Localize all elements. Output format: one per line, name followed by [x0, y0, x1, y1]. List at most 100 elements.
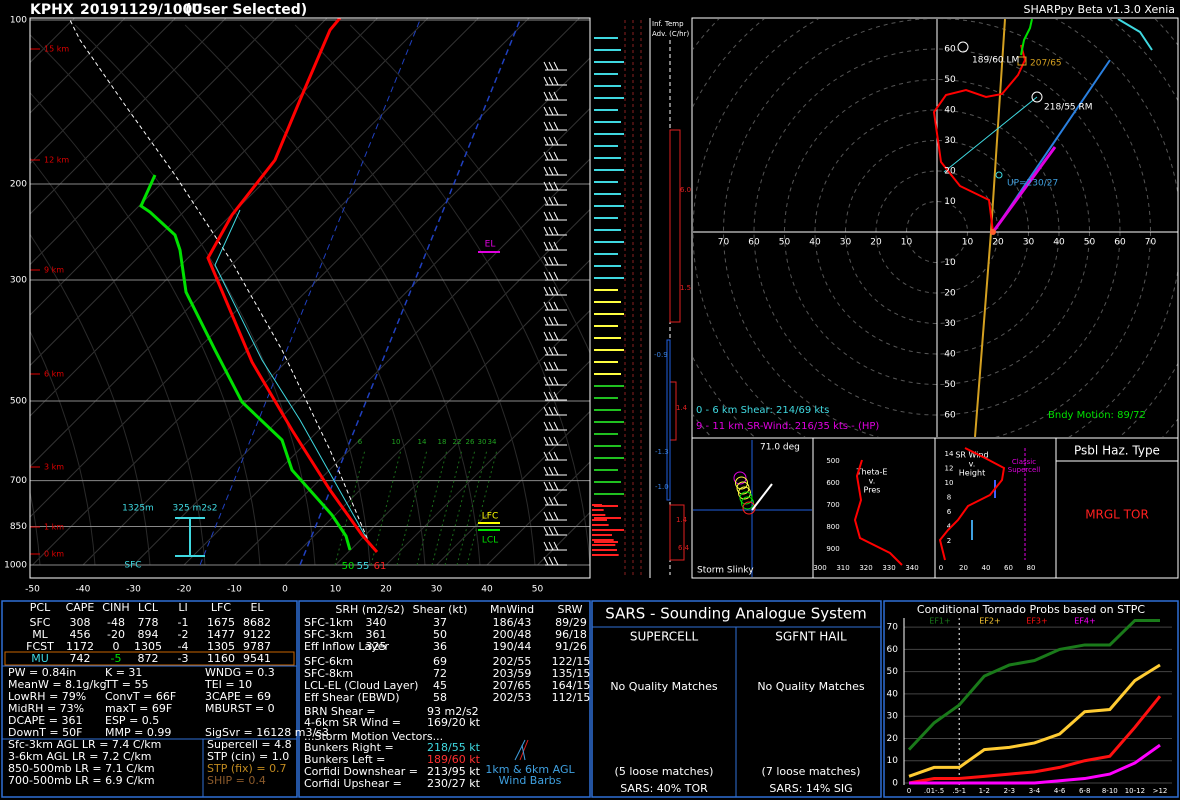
thermo-cell: 8682 [243, 616, 271, 629]
storm-motion-title: ...Storm Motion Vectors... [304, 730, 443, 743]
hodo-origin [990, 229, 996, 235]
wind-barb [543, 76, 549, 86]
wind-barb [548, 361, 554, 371]
isotherm [284, 259, 590, 566]
mixing-ratio-label: 10 [392, 438, 401, 446]
kinematic-label: Eff Inflow Layer [304, 640, 390, 653]
x-tick-label: 3-4 [1029, 787, 1041, 795]
height-label: 15 km [44, 45, 69, 54]
dry-adiabat [30, 233, 151, 566]
dewpoint [139, 174, 352, 551]
thermo-header: EL [250, 601, 264, 614]
pressure-tick-label: 1000 [4, 561, 27, 571]
lfc-label: LFC [482, 512, 498, 522]
skewt-plot [30, 18, 590, 566]
cloud-layer-line [974, 19, 1006, 437]
storm-motion-value: 213/95 kt [427, 765, 481, 778]
adv-value: -1.3 [655, 448, 669, 456]
sars-loose: (7 loose matches) [762, 765, 861, 778]
wind-barb [548, 151, 554, 161]
wind-barb [548, 121, 554, 131]
wind-barb [553, 526, 559, 536]
wind-barb [548, 541, 554, 551]
thermo-cell: 1675 [207, 616, 235, 629]
y-tick-label: 70 [887, 623, 899, 633]
temp-tick-label: 20 [380, 585, 392, 595]
wind-barb [553, 511, 559, 521]
barb-icon [519, 739, 529, 761]
wind-barb [543, 241, 549, 251]
isotherm [30, 18, 530, 518]
sars-column-title: SGFNT HAIL [775, 630, 847, 644]
thermo-header: PCL [30, 601, 51, 614]
hodo-ring-label: 40 [944, 106, 956, 116]
wind-barb [553, 361, 559, 371]
slinky-ring [742, 501, 756, 515]
thetae-label: 330 [882, 564, 895, 572]
thetae-title: Theta-E [856, 468, 888, 477]
wind-barb [543, 451, 549, 461]
thetae-label: 310 [836, 564, 849, 572]
y-tick-label: 50 [887, 667, 899, 677]
wind-barb [543, 196, 549, 206]
thermo-header: LI [178, 601, 187, 614]
wind-barb [553, 541, 559, 551]
boundary-motion: Bndy Motion: 89/72 [1048, 410, 1146, 421]
srwind-height: 12 [945, 465, 954, 473]
wind-barb [543, 436, 549, 446]
shear-vector [943, 96, 1038, 173]
wind-barb [553, 301, 559, 311]
stp-title: Conditional Tornado Probs based on STPC [917, 603, 1146, 616]
kinematic-cell: 186/43 [493, 616, 532, 629]
hodo-ring-label: 60 [944, 411, 956, 421]
mixing-ratio-label: 18 [438, 438, 447, 446]
sr-wind-911: 9 - 11 km SR-Wind: 216/35 kts - (HP) [696, 421, 879, 432]
sfc-label: SFC [124, 561, 141, 571]
hodo-ring-label: 50 [1084, 238, 1096, 248]
temp-tick-label: 30 [431, 585, 443, 595]
thermo-cell: -1 [178, 616, 189, 629]
hodo-trace-mid [991, 146, 1057, 233]
wind-barb [553, 271, 559, 281]
adv-bar [666, 339, 671, 501]
wind-barb [543, 346, 549, 356]
thermo-cell: -20 [107, 628, 125, 641]
srwind-height: 6 [947, 508, 952, 516]
wind-barb [543, 286, 549, 296]
storm-motion-label: Bunkers Left = [304, 753, 385, 766]
hodograph-border [691, 17, 1179, 439]
wind-barb [553, 106, 559, 116]
thetae-label: 320 [859, 564, 872, 572]
kinematic-cell: 122/15 [552, 655, 591, 668]
srw-value: 169/20 kt [427, 716, 481, 729]
inflow-depth: 1325m [122, 504, 154, 514]
x-tick-label: 6-8 [1079, 787, 1090, 795]
wind-barb [548, 301, 554, 311]
mode: (User Selected) [185, 2, 307, 18]
wetbulb-line [199, 19, 421, 566]
sfc-temp: 61 [374, 561, 387, 572]
adv-bar [669, 504, 685, 561]
kinematic-label: LCL-EL (Cloud Layer) [304, 679, 418, 692]
thermo-cell: 872 [138, 652, 159, 665]
pressure-tick-label: 300 [10, 276, 27, 286]
isotherm [234, 208, 590, 566]
wind-barb [553, 451, 559, 461]
thermo-cell: 742 [70, 652, 91, 665]
hodo-ring-label: 50 [944, 75, 956, 85]
composite-index: STP (cin) = 1.0 [207, 750, 289, 763]
wind-barb [543, 556, 549, 566]
thermo-index: MeanW = 8.1g/kg [8, 678, 107, 691]
wetbulb-line [299, 19, 521, 566]
height-label: 0 km [44, 550, 64, 559]
wind-barb [553, 346, 559, 356]
isotherm [30, 18, 126, 114]
thermo-index: MidRH = 73% [8, 702, 84, 715]
height-label: 9 km [44, 266, 64, 275]
thetae-pressure: 700 [826, 501, 839, 509]
sars-result: SARS: 40% TOR [620, 782, 708, 795]
legend-entry: EF4+ [1074, 617, 1095, 626]
brn-value: 93 m2/s2 [427, 705, 479, 718]
left-mover [957, 41, 969, 53]
